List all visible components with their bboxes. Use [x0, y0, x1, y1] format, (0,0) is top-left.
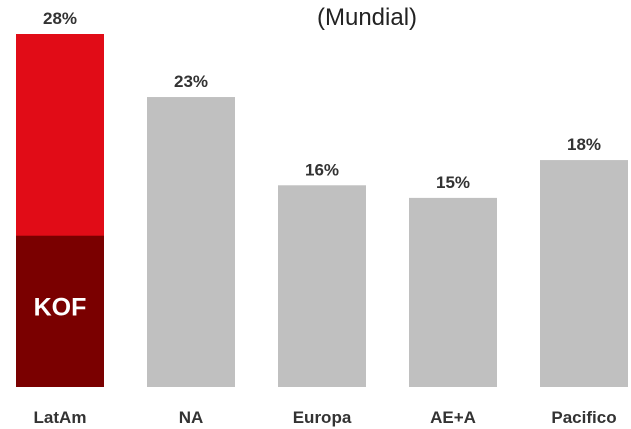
category-labels-group: LatAm NA Europa AE+A Pacifico	[34, 408, 617, 427]
category-label-na: NA	[179, 408, 204, 427]
value-label-europa: 16%	[305, 160, 339, 179]
bar-pacifico	[540, 160, 628, 387]
value-label-na: 23%	[174, 72, 208, 91]
chart-subtitle: (Mundial)	[317, 4, 417, 31]
bars-group: KOF	[16, 34, 628, 388]
category-label-ae-a: AE+A	[430, 408, 476, 427]
value-label-pacifico: 18%	[567, 135, 601, 154]
bar-segment-label: KOF	[34, 293, 87, 321]
bar-europa	[278, 185, 366, 387]
category-label-latam: LatAm	[34, 408, 87, 427]
bar-na	[147, 97, 235, 388]
bar-ae-a	[409, 197, 497, 387]
bar-segment-kof	[16, 235, 104, 387]
value-label-latam: 28%	[43, 9, 77, 28]
value-label-ae-a: 15%	[436, 173, 470, 192]
category-label-europa: Europa	[293, 408, 352, 427]
category-label-pacifico: Pacifico	[551, 408, 616, 427]
value-labels-group: 28% 23% 16% 15% 18%	[43, 9, 601, 192]
